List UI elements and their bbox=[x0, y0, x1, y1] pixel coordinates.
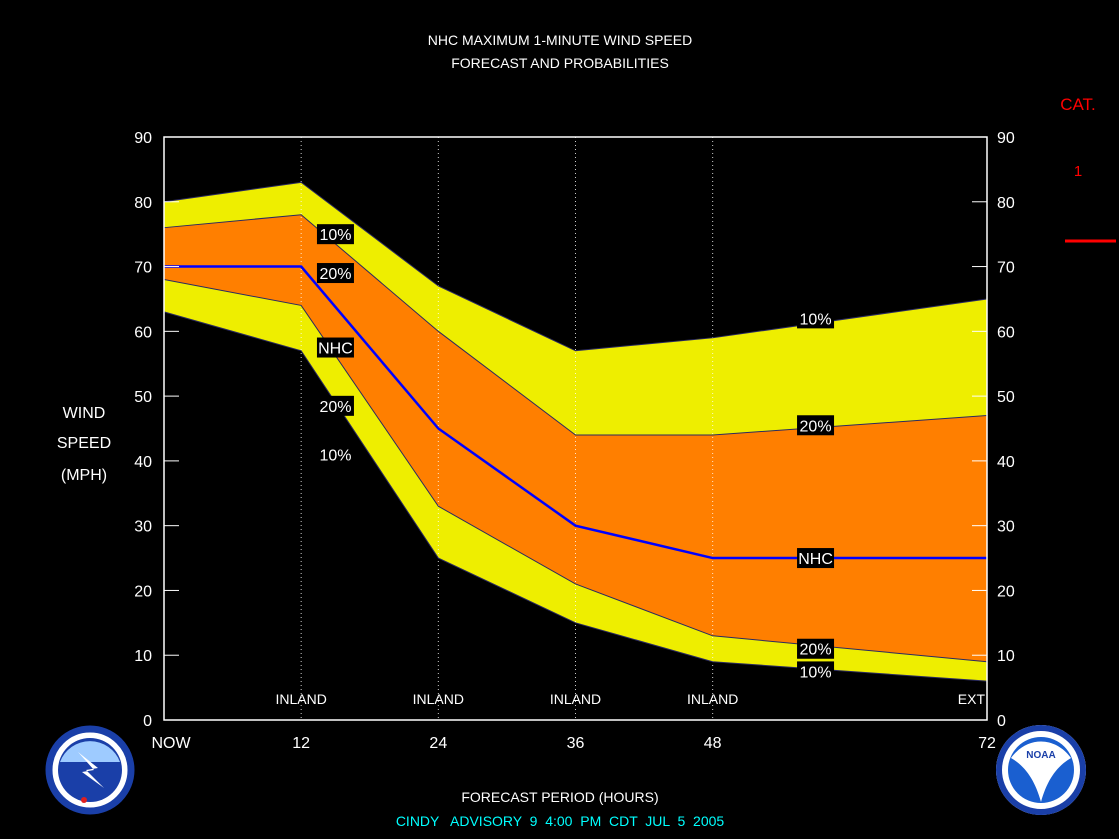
y-tick-label-right: 90 bbox=[997, 130, 1015, 147]
x-tick-label: 24 bbox=[429, 735, 447, 752]
annotation-bg bbox=[316, 395, 354, 416]
series-line-0 bbox=[163, 181, 988, 352]
inner-probability-band bbox=[164, 214, 987, 662]
series-line-3 bbox=[163, 279, 988, 663]
annotation-bg bbox=[316, 224, 354, 245]
annotation-label: 10% bbox=[319, 227, 351, 244]
period-label: INLAND bbox=[550, 691, 601, 707]
svg-text:NOAA: NOAA bbox=[1026, 750, 1055, 761]
probability-bands bbox=[164, 182, 987, 682]
y-tick-label-right: 50 bbox=[997, 389, 1015, 406]
annotation-label: 20% bbox=[800, 642, 832, 659]
series-line-4 bbox=[163, 311, 988, 682]
annotation-bg bbox=[797, 308, 835, 329]
annotation-bg bbox=[797, 638, 835, 659]
annotation-label: 20% bbox=[319, 399, 351, 416]
annotation-label: NHC bbox=[318, 341, 353, 358]
annotation-label: NHC bbox=[798, 551, 833, 568]
x-axis-label: FORECAST PERIOD (HOURS) bbox=[461, 789, 658, 805]
annotation-bg bbox=[316, 263, 354, 284]
annotation-label: 10% bbox=[800, 311, 832, 328]
plot-frame bbox=[163, 136, 988, 721]
y-axis-label-line3: (MPH) bbox=[61, 467, 107, 484]
x-tick-label: NOW bbox=[151, 735, 191, 752]
y-tick-label-left: 70 bbox=[134, 260, 152, 277]
y-tick-label-left: 30 bbox=[134, 519, 152, 536]
series-line-2 bbox=[164, 265, 987, 560]
chart-title-line2: FORECAST AND PROBABILITIES bbox=[451, 55, 669, 71]
series-annotations: 10% 20% NHC 20% 10% 10% 20% NHC 20% 10% bbox=[316, 224, 835, 682]
y-tick-label-left: 10 bbox=[134, 648, 152, 665]
annotation-bg bbox=[316, 337, 354, 358]
noaa-logo: NOAA bbox=[996, 725, 1086, 815]
y-tick-label-left: 50 bbox=[134, 389, 152, 406]
annotation-label: 20% bbox=[800, 418, 832, 435]
y-tick-label-right: 70 bbox=[997, 260, 1015, 277]
x-tick-label: 48 bbox=[704, 735, 722, 752]
category-value: 1 bbox=[1074, 163, 1082, 180]
x-tick-label: 12 bbox=[292, 735, 310, 752]
y-tick-label-right: 30 bbox=[997, 519, 1015, 536]
period-label: INLAND bbox=[275, 691, 326, 707]
nws-logo bbox=[45, 725, 135, 815]
y-tick-label-left: 0 bbox=[143, 713, 152, 730]
period-label: INLAND bbox=[687, 691, 738, 707]
period-label: INLAND bbox=[413, 691, 464, 707]
y-tick-label-left: 20 bbox=[134, 583, 152, 600]
series-lines bbox=[163, 181, 988, 682]
annotation-bg bbox=[797, 548, 835, 569]
y-tick-label-right: 40 bbox=[997, 454, 1015, 471]
series-line-1 bbox=[163, 214, 988, 436]
y-tick-label-left: 80 bbox=[134, 195, 152, 212]
y-tick-label-right: 60 bbox=[997, 324, 1015, 341]
y-tick-label-right: 80 bbox=[997, 195, 1015, 212]
y-axis-label-line1: WIND bbox=[63, 405, 106, 422]
annotation-label: 20% bbox=[319, 266, 351, 283]
y-tick-label-right: 10 bbox=[997, 648, 1015, 665]
axis-ticks: 0 0 10 10 20 20 30 30 40 40 50 50 60 60 70 70 80 80 90 90 NO… bbox=[134, 130, 1015, 752]
annotation-bg bbox=[797, 661, 835, 682]
y-tick-label-right: 0 bbox=[997, 713, 1006, 730]
annotation-label: 10% bbox=[319, 447, 351, 464]
annotation-label: 10% bbox=[800, 664, 832, 681]
y-tick-label-left: 60 bbox=[134, 324, 152, 341]
annotation-bg bbox=[797, 415, 835, 436]
y-tick-label-right: 20 bbox=[997, 583, 1015, 600]
annotation-bg bbox=[316, 444, 354, 465]
advisory-line: CINDY ADVISORY 9 4:00 PM CDT JUL 5 2005 bbox=[396, 813, 725, 829]
category-label: CAT. bbox=[1060, 95, 1096, 114]
y-axis-label-line2: SPEED bbox=[57, 435, 111, 452]
y-tick-label-left: 40 bbox=[134, 454, 152, 471]
x-tick-label: 36 bbox=[567, 735, 585, 752]
y-tick-label-left: 90 bbox=[134, 130, 152, 147]
x-tick-label: 72 bbox=[978, 735, 996, 752]
period-label: EXT bbox=[958, 691, 986, 707]
chart-title-line1: NHC MAXIMUM 1-MINUTE WIND SPEED bbox=[428, 32, 692, 48]
